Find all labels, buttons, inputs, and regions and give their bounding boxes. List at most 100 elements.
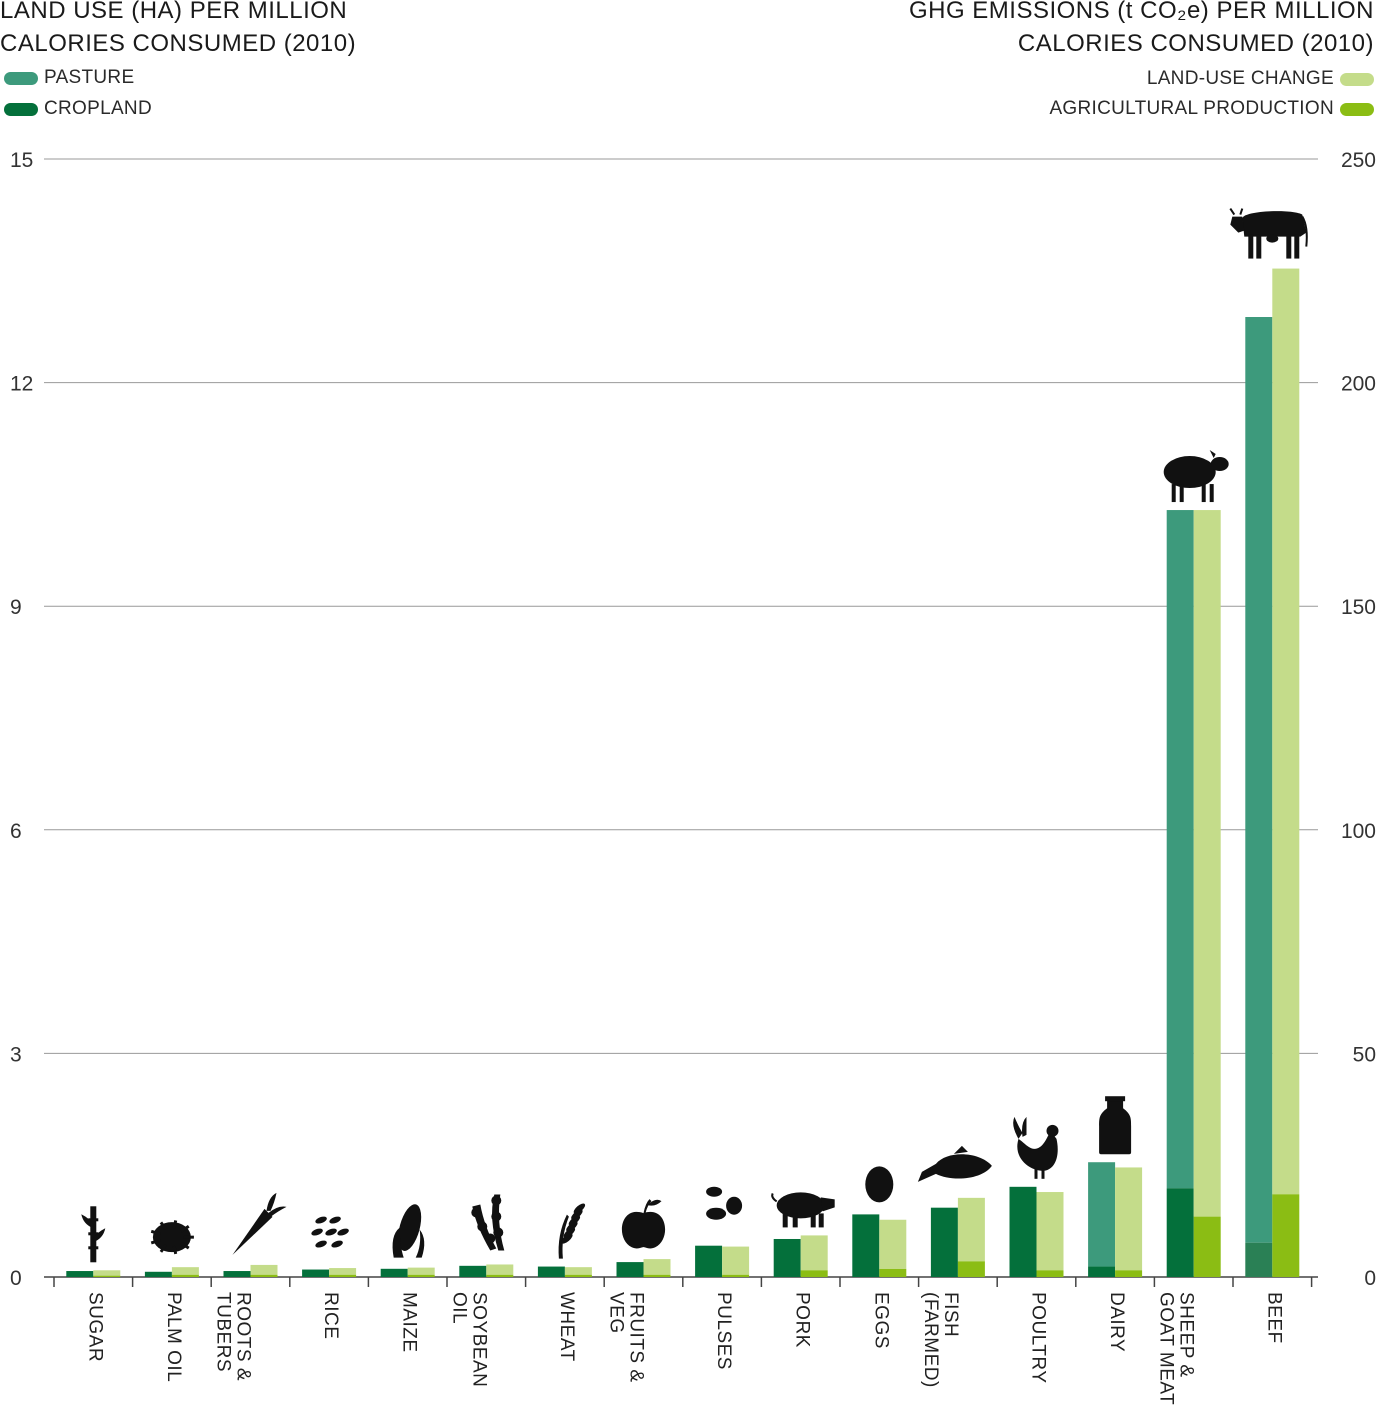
category-label-line: SHEEP & bbox=[1176, 1292, 1197, 1378]
bar-cropland bbox=[930, 1207, 958, 1277]
legend-land-use-change-label: LAND-USE CHANGE bbox=[1146, 68, 1334, 89]
bar-cropland bbox=[852, 1214, 880, 1277]
rice-icon bbox=[311, 1216, 349, 1248]
left-title-line-1: LAND USE (HA) PER MILLION bbox=[0, 0, 348, 24]
bar-cropland bbox=[459, 1265, 487, 1277]
bar-cropland bbox=[1009, 1186, 1037, 1277]
bar-agricultural-production bbox=[1036, 1270, 1064, 1277]
left-tick-label: 9 bbox=[10, 596, 22, 619]
right-tick-label: 100 bbox=[1341, 820, 1376, 843]
bar-land-use-change bbox=[250, 1264, 278, 1275]
category-label: FRUITS &VEG bbox=[606, 1292, 647, 1383]
bar-cropland bbox=[1088, 1266, 1116, 1277]
bar-cropland bbox=[1166, 1188, 1194, 1277]
category-label: SHEEP &GOAT MEAT bbox=[1156, 1292, 1197, 1405]
legend-land-use-change-swatch bbox=[1340, 72, 1374, 86]
bar-cropland bbox=[66, 1271, 94, 1277]
bar-agricultural-production bbox=[171, 1274, 199, 1277]
category-label-line: BEEF bbox=[1263, 1292, 1284, 1344]
bar-cropland bbox=[1245, 1242, 1273, 1277]
bar-land-use-change bbox=[93, 1270, 121, 1276]
category-label-line: GOAT MEAT bbox=[1156, 1292, 1177, 1405]
category-label: PORK bbox=[792, 1292, 813, 1348]
bar-agricultural-production bbox=[486, 1274, 514, 1277]
bar-cropland bbox=[223, 1271, 251, 1277]
bar-cropland bbox=[144, 1271, 172, 1277]
bar-agricultural-production bbox=[93, 1275, 121, 1277]
pig-icon bbox=[771, 1192, 835, 1228]
bar-land-use-change bbox=[407, 1267, 435, 1275]
category-label-line: WHEAT bbox=[556, 1292, 577, 1362]
category-label: WHEAT bbox=[556, 1292, 577, 1362]
bar-land-use-change bbox=[1115, 1167, 1143, 1271]
bar-agricultural-production bbox=[800, 1270, 828, 1277]
bar-agricultural-production bbox=[1272, 1194, 1300, 1277]
left-tick-label: 0 bbox=[10, 1267, 22, 1290]
bar-cropland bbox=[616, 1262, 644, 1277]
right-tick-label: 200 bbox=[1341, 373, 1376, 396]
bar-land-use-change bbox=[564, 1267, 592, 1275]
category-label: SOYBEANOIL bbox=[448, 1292, 489, 1387]
right-title-line-2: CALORIES CONSUMED (2010) bbox=[1017, 30, 1374, 57]
category-label: PULSES bbox=[713, 1292, 734, 1370]
category-label: EGGS bbox=[870, 1292, 891, 1349]
left-tick-label: 12 bbox=[10, 373, 33, 396]
beans-icon bbox=[706, 1186, 743, 1220]
bar-land-use-change bbox=[1036, 1192, 1064, 1271]
category-label-line: PALM OIL bbox=[163, 1292, 184, 1382]
category-label-line: POULTRY bbox=[1028, 1292, 1049, 1384]
left-title-line-2: CALORIES CONSUMED (2010) bbox=[0, 30, 357, 57]
category-label-line: RICE bbox=[320, 1292, 341, 1339]
category-label: POULTRY bbox=[1028, 1292, 1049, 1384]
bar-agricultural-production bbox=[250, 1274, 278, 1277]
category-label: SUGAR bbox=[84, 1292, 105, 1362]
bar-land-use-change bbox=[643, 1259, 671, 1275]
right-title-line-1: GHG EMISSIONS (t CO₂e) PER MILLION bbox=[908, 0, 1374, 24]
legend-land-use-change: LAND-USE CHANGE bbox=[1147, 68, 1374, 90]
bar-agricultural-production bbox=[879, 1268, 907, 1277]
left-axis-title: LAND USE (HA) PER MILLION CALORIES CONSU… bbox=[0, 0, 356, 60]
bar-land-use-change bbox=[171, 1267, 199, 1275]
bar-pasture bbox=[1166, 510, 1194, 1189]
category-label-line: FRUITS & bbox=[626, 1292, 647, 1383]
left-tick-label: 3 bbox=[10, 1043, 22, 1066]
category-label: FISH(FARMED) bbox=[920, 1292, 961, 1388]
category-label-line: PORK bbox=[792, 1292, 813, 1348]
category-label: DAIRY bbox=[1106, 1292, 1127, 1352]
category-label-line: TUBERS bbox=[213, 1292, 234, 1372]
chicken-icon bbox=[1013, 1116, 1059, 1179]
sugarcane-icon bbox=[81, 1206, 106, 1263]
category-label: MAIZE bbox=[399, 1292, 420, 1353]
sheep-icon bbox=[1163, 450, 1229, 503]
category-label-line: ROOTS & bbox=[233, 1292, 254, 1381]
category-label-line: OIL bbox=[448, 1292, 469, 1324]
legend-cropland-swatch bbox=[4, 102, 38, 116]
right-tick-label: 50 bbox=[1353, 1043, 1376, 1066]
legend-pasture-label: PASTURE bbox=[44, 67, 135, 88]
legend-pasture: PASTURE bbox=[4, 67, 134, 89]
category-label-line: PULSES bbox=[713, 1292, 734, 1370]
legend-agricultural-production-swatch bbox=[1340, 102, 1374, 116]
category-label-line: MAIZE bbox=[399, 1292, 420, 1353]
category-label-line: FISH bbox=[940, 1292, 961, 1337]
legend-cropland: CROPLAND bbox=[4, 98, 152, 120]
bar-land-use-change bbox=[329, 1268, 357, 1275]
bar-pasture bbox=[1088, 1162, 1116, 1267]
category-label: ROOTS &TUBERS bbox=[213, 1292, 254, 1381]
bar-cropland bbox=[537, 1266, 565, 1277]
category-label-line: DAIRY bbox=[1106, 1292, 1127, 1352]
category-label-line: EGGS bbox=[870, 1292, 891, 1349]
egg-icon bbox=[865, 1166, 894, 1203]
corn-icon bbox=[392, 1204, 425, 1258]
legend-pasture-swatch bbox=[4, 71, 38, 85]
wheat-icon bbox=[558, 1203, 586, 1259]
category-label: RICE bbox=[320, 1292, 341, 1339]
category-label-line: SUGAR bbox=[84, 1292, 105, 1362]
bar-land-use-change bbox=[722, 1246, 750, 1275]
bar-land-use-change bbox=[1193, 510, 1221, 1217]
bar-cropland bbox=[380, 1268, 408, 1277]
legend-agricultural-production-label: AGRICULTURAL PRODUCTION bbox=[1049, 98, 1334, 119]
bar-pasture bbox=[1245, 317, 1273, 1243]
cow-icon bbox=[1229, 208, 1308, 259]
